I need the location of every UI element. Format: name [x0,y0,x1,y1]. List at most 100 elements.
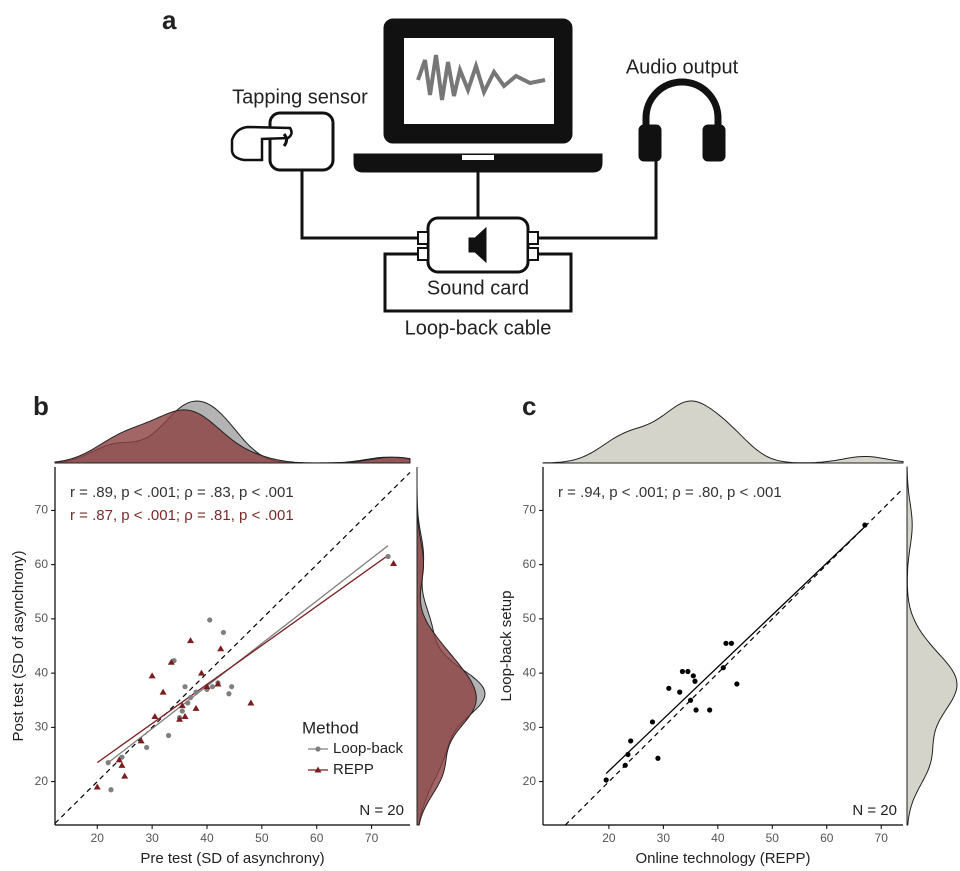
y-tick-label: 30 [523,720,537,734]
figure: a Tapping sensor Audio output Sound card… [0,0,960,871]
point [118,762,125,768]
legend-title: Method [302,718,359,737]
y-tick-label: 40 [35,665,49,679]
point [160,689,167,695]
x-tick-label: 70 [365,831,379,845]
point [166,733,171,738]
point [187,637,194,643]
y-tick-label: 40 [523,665,537,679]
legend-label: Loop-back [333,740,404,757]
trackpad-notch [462,155,494,160]
point [688,698,693,703]
point [721,665,726,670]
x-tick-label: 30 [657,831,671,845]
point [221,630,226,635]
point [185,700,190,705]
x-tick-label: 30 [145,831,159,845]
point [226,691,231,696]
x-tick-label: 40 [711,831,725,845]
point [108,787,113,792]
density-right [417,467,476,825]
point [182,684,187,689]
point [734,681,739,686]
point [385,554,390,559]
point [685,669,690,674]
point [149,672,156,678]
x-axis-label: Online technology (REPP) [635,850,810,867]
n-label: N = 20 [852,802,897,819]
point [680,669,685,674]
x-tick-label: 60 [310,831,324,845]
annotation: r = .94, p < .001; ρ = .80, p < .001 [558,484,782,501]
cable [302,170,420,238]
fit-line [606,527,865,774]
point [198,670,205,676]
density-right [907,467,957,825]
x-tick-label: 60 [820,831,834,845]
point [723,641,728,646]
port [528,248,538,260]
point [693,707,698,712]
y-tick-label: 50 [523,611,537,625]
annotation: r = .89, p < .001; ρ = .83, p < .001 [70,484,294,501]
port [418,232,428,244]
x-axis-label: Pre test (SD of asynchrony) [140,850,324,867]
legend-marker [315,746,320,751]
y-tick-label: 70 [35,503,49,517]
point [229,684,234,689]
n-label: N = 20 [359,802,404,819]
x-tick-label: 20 [91,831,105,845]
point [180,708,185,713]
ear-cup [704,126,724,160]
label: Tapping sensor [232,86,368,108]
point [247,699,254,705]
point [623,763,628,768]
y-tick-label: 50 [35,611,49,625]
point [862,522,867,527]
point [604,777,609,782]
point [650,719,655,724]
x-tick-label: 70 [875,831,889,845]
point [151,713,158,719]
point [628,738,633,743]
point [666,686,671,691]
port [418,248,428,260]
point [182,713,189,719]
y-tick-label: 30 [35,720,49,734]
point [144,745,149,750]
y-axis-label: Loop-back setup [498,591,515,702]
point [692,679,697,684]
point [106,760,111,765]
point [188,695,193,700]
point [207,617,212,622]
label: Audio output [626,56,739,78]
y-tick-label: 20 [35,774,49,788]
x-tick-label: 50 [255,831,269,845]
density-top [543,401,903,463]
label: Loop-back cable [405,317,552,339]
y-tick-label: 70 [523,503,537,517]
sensor-box [270,113,333,170]
setup-diagram: a Tapping sensor Audio output Sound card… [162,5,739,339]
point [625,752,630,757]
port [528,232,538,244]
legend-label: REPP [333,761,374,778]
panel-label: b [33,391,49,421]
x-tick-label: 50 [766,831,780,845]
point [193,705,200,711]
y-tick-label: 20 [523,774,537,788]
point [193,690,198,695]
annotation: r = .87, p < .001; ρ = .81, p < .001 [70,507,294,524]
point [655,756,660,761]
point [210,684,215,689]
label: Sound card [427,277,529,299]
point [707,707,712,712]
point [677,690,682,695]
point [691,673,696,678]
y-tick-label: 60 [35,557,49,571]
ear-cup [640,126,660,160]
x-tick-label: 40 [200,831,214,845]
point [217,645,224,651]
point [121,773,128,779]
panel-label: c [522,391,536,421]
